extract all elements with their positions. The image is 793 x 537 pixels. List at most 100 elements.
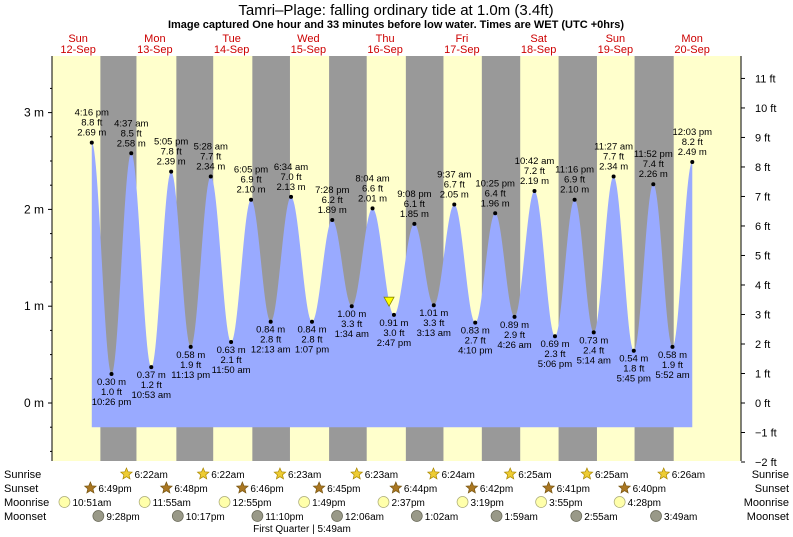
tide-label-line: 1.8 ft	[623, 364, 644, 375]
tide-label-line: 1:07 pm	[295, 345, 329, 356]
moonset-time: 9:28pm	[106, 512, 139, 523]
right-tick-label: 6 ft	[755, 221, 770, 233]
tide-label-group: 7:28 pm6.2 ft1.89 m	[315, 185, 349, 216]
current-tide-marker	[383, 296, 395, 308]
day-date: 15-Sep	[291, 44, 326, 56]
tide-label-line: 0.58 m	[176, 350, 205, 361]
tide-point	[188, 344, 193, 349]
tide-label-line: 7.0 ft	[280, 172, 301, 183]
moonset-icon	[92, 510, 105, 522]
moonrise-time: 11:55am	[153, 498, 191, 509]
tide-point	[431, 303, 436, 308]
tide-label-line: 10:25 pm	[475, 178, 515, 189]
tide-label-line: 6:34 am	[274, 162, 308, 173]
tide-label-line: 2.8 ft	[301, 335, 322, 346]
tide-label-line: 6.9 ft	[240, 175, 261, 186]
tide-label-line: 2.58 m	[117, 138, 146, 149]
tide-label-line: 10:26 pm	[92, 397, 132, 408]
sun-icon	[273, 467, 287, 480]
tide-label-line: 1.0 ft	[101, 387, 122, 398]
day-date: 14-Sep	[214, 44, 249, 56]
tide-label-line: 2.1 ft	[221, 355, 242, 366]
moonset-label-left: Moonset	[4, 511, 46, 523]
tide-label-line: 2.69 m	[77, 128, 106, 139]
tide-label-line: 12:13 am	[251, 345, 291, 356]
chart-title: Tamri–Plage: falling ordinary tide at 1.…	[238, 2, 553, 19]
tide-label-line: 8.5 ft	[121, 128, 142, 139]
moonset-icon	[570, 510, 583, 522]
day-name: Tue	[222, 33, 241, 45]
day-name: Mon	[144, 33, 165, 45]
sun-icon	[617, 481, 632, 494]
tide-label-group: 4:37 am8.5 ft2.58 m	[114, 118, 148, 149]
moonrise-icon	[58, 496, 71, 508]
sunrise-label-right: Sunrise	[752, 469, 789, 481]
tide-label-line: 0.30 m	[97, 377, 126, 388]
tide-points	[89, 140, 695, 376]
sun-icon	[657, 467, 671, 480]
tide-label-group: 1.00 m3.3 ft1:34 am	[335, 309, 369, 340]
tide-label-line: 1.89 m	[318, 205, 347, 216]
day-date: 19-Sep	[598, 44, 633, 56]
tide-label-group: 12:03 pm8.2 ft2.49 m	[672, 127, 712, 158]
right-tick-label: 0 ft	[755, 398, 770, 410]
right-tick-label: 1 ft	[755, 368, 770, 380]
sunset-time: 6:40pm	[633, 484, 666, 495]
tide-label-line: 11:16 pm	[555, 165, 594, 176]
moonrise-time: 1:49pm	[312, 498, 345, 509]
sun-icon	[465, 481, 479, 494]
day-date: 13-Sep	[137, 44, 172, 56]
day-name: Thu	[376, 33, 395, 45]
sun-moon-rows: Sunrise Sunset Moonrise Moonset Sunrise …	[4, 467, 789, 535]
sun-icon	[426, 467, 441, 480]
tide-label-line: 6.2 ft	[322, 195, 343, 206]
moonrise-icon	[456, 496, 469, 508]
moonset-time: 1:59am	[505, 512, 538, 523]
tide-label-line: 6.9 ft	[564, 175, 585, 186]
moonset-icon	[251, 510, 264, 522]
tide-label-group: 0.91 m3.0 ft2:47 pm	[377, 318, 411, 349]
tide-label-line: 1.9 ft	[662, 360, 683, 371]
tide-label-group: 0.58 m1.9 ft5:52 am	[655, 350, 689, 381]
tide-label-line: 11:13 pm	[171, 370, 210, 381]
chart-subtitle: Image captured One hour and 33 minutes b…	[168, 19, 624, 31]
left-tick-label: 2 m	[24, 202, 44, 216]
tide-label-line: 2.26 m	[639, 169, 668, 180]
moonrise-icon	[138, 496, 151, 508]
tide-point	[690, 159, 695, 164]
tide-label-line: 2.3 ft	[544, 349, 565, 360]
tide-label-group: 9:08 pm6.1 ft1.85 m	[397, 189, 431, 220]
tide-label-line: 3.3 ft	[341, 319, 362, 330]
sun-icon	[159, 481, 173, 494]
current-tide-triangle	[383, 296, 395, 308]
tide-label-group: 1.01 m3.3 ft3:13 am	[417, 308, 451, 339]
moonset-icon	[331, 510, 343, 522]
tide-label-line: 6.7 ft	[444, 180, 465, 191]
sun-icon	[580, 467, 594, 480]
moonrise-label-left: Moonrise	[4, 497, 49, 509]
tide-label-group: 11:52 pm7.4 ft2.26 m	[634, 149, 673, 180]
tide-label-line: 0.91 m	[379, 318, 408, 329]
tide-label-line: 0.54 m	[619, 354, 648, 365]
day-name: Sun	[68, 33, 88, 45]
moonrise-icon	[218, 496, 231, 508]
tide-label-line: 2.39 m	[157, 157, 186, 168]
moonrise-icon	[298, 496, 310, 508]
tide-label-group: 5:28 am7.7 ft2.34 m	[194, 141, 228, 172]
tide-label-line: 2.49 m	[678, 147, 707, 158]
sunrise-time: 6:23am	[288, 470, 321, 481]
tide-label-group: 0.54 m1.8 ft5:45 pm	[617, 354, 651, 385]
tide-label-line: 3:13 am	[417, 328, 451, 339]
tide-label-group: 11:16 pm6.9 ft2.10 m	[555, 165, 594, 196]
tide-label-group: 10:25 pm6.4 ft1.96 m	[475, 178, 515, 209]
tide-label-line: 5:14 am	[577, 355, 611, 366]
tide-label-line: 2.8 ft	[260, 335, 281, 346]
tide-label-line: 1.9 ft	[180, 360, 201, 371]
tide-label-group: 0.84 m2.8 ft1:07 pm	[295, 325, 329, 356]
tide-label-line: 5:06 pm	[538, 359, 572, 370]
right-axis-feet: −2 ft −1 ft 0 ft 1 ft 2 ft 3 ft 4 ft 5 ft 6 ft 7 …	[740, 56, 777, 469]
moonrise-icon	[377, 496, 390, 508]
tide-label-group: 0.83 m2.7 ft4:10 pm	[458, 326, 492, 357]
moonrise-label-right: Moonrise	[744, 497, 789, 509]
right-tick-label: −2 ft	[755, 457, 777, 469]
